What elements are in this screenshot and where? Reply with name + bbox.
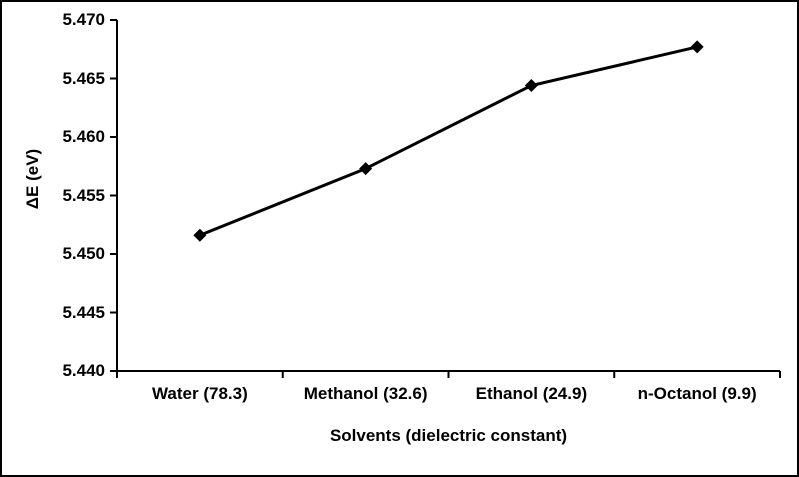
series-line: [199, 45, 698, 237]
x-axis-title: Solvents (dielectric constant): [329, 426, 568, 445]
data-point-marker: [359, 162, 373, 176]
data-point-marker: [193, 228, 207, 242]
data-point-marker: [524, 79, 538, 93]
y-axis-title: ΔE (eV): [23, 148, 42, 210]
data-point-marker: [690, 40, 704, 54]
